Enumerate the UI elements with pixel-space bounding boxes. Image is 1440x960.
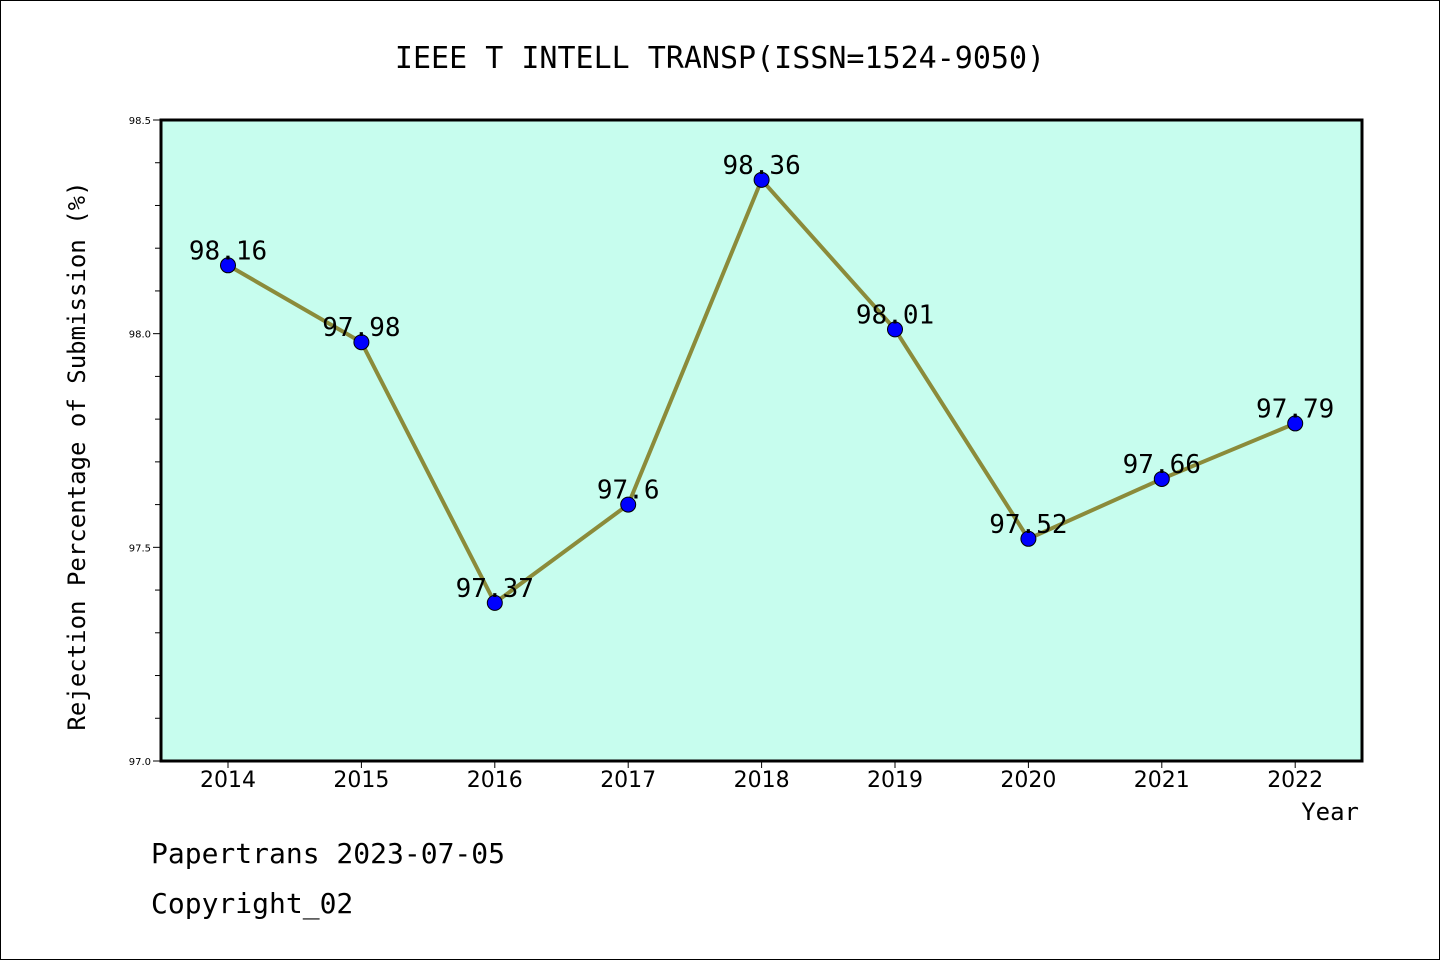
line-segment <box>492 502 631 605</box>
data-label: 98.01 <box>856 300 934 330</box>
footer-date: Papertrans 2023-07-05 <box>151 837 506 870</box>
data-point <box>353 334 370 351</box>
data-label: 98.36 <box>722 151 800 181</box>
series-markers <box>220 171 1304 611</box>
data-label: 97.79 <box>1256 394 1334 424</box>
y-axis: 97.0 97.5 98.0 98.5 <box>129 116 161 768</box>
x-tick-label: 2016 <box>467 768 523 793</box>
plot-area <box>159 118 1364 763</box>
line-segment <box>226 263 364 345</box>
line-segment <box>1159 421 1298 481</box>
data-label: 98.16 <box>189 236 267 266</box>
data-point <box>1287 415 1304 432</box>
chart-title: IEEE T INTELL TRANSP(ISSN=1524-9050) <box>395 41 1045 76</box>
data-label: 97.6 <box>597 476 660 506</box>
x-tick-label: 2014 <box>200 768 256 793</box>
data-point <box>1020 530 1037 547</box>
data-point <box>220 257 236 274</box>
x-tick-label: 2019 <box>867 768 923 793</box>
line-segment <box>626 177 764 507</box>
x-axis: 2014 2015 2016 2017 2018 2019 2020 2021 2022 <box>200 761 1323 793</box>
x-tick-label: 2017 <box>600 768 656 793</box>
line-segment <box>893 327 1031 541</box>
data-label: 97.37 <box>456 574 534 604</box>
data-label: 97.66 <box>1123 450 1201 480</box>
y-tick-label: 98.0 <box>129 330 151 341</box>
data-point <box>486 594 503 611</box>
line-segment <box>759 177 897 332</box>
y-axis-label: Rejection Percentage of Submission (%) <box>63 181 91 730</box>
footer-copyright: Copyright_02 <box>151 887 354 920</box>
line-segment <box>359 340 497 605</box>
data-labels: 98.16 97.98 97.37 97.6 98.36 98.01 97.52 97.66 9… <box>189 151 1334 604</box>
data-point <box>753 171 770 188</box>
y-tick-label: 97.5 <box>129 543 151 554</box>
data-label: 97.98 <box>322 313 400 343</box>
x-tick-label: 2021 <box>1134 768 1190 793</box>
line-segment <box>1026 476 1164 541</box>
x-tick-label: 2015 <box>333 768 389 793</box>
series-line <box>226 177 1298 605</box>
x-tick-label: 2022 <box>1267 768 1323 793</box>
x-tick-label: 2018 <box>734 768 790 793</box>
data-point <box>887 321 903 338</box>
x-tick-label: 2020 <box>1000 768 1056 793</box>
data-point <box>1153 470 1170 487</box>
data-point <box>620 496 637 513</box>
data-label: 97.52 <box>989 510 1067 540</box>
x-axis-label: Year <box>1301 798 1359 826</box>
y-tick-label: 98.5 <box>129 116 151 127</box>
y-tick-label: 97.0 <box>129 757 151 768</box>
